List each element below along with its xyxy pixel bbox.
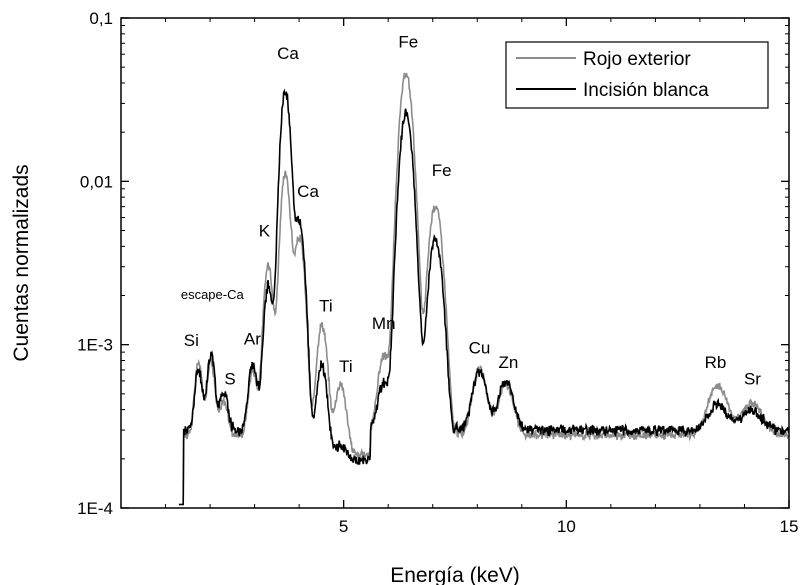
peak-label: K: [259, 221, 271, 240]
axis-ticks: 5 10 15 0,1 0,01 1E-3 1E-4: [77, 9, 798, 536]
plot-content: [178, 72, 790, 506]
series-line-rojo-exterior: [178, 72, 790, 506]
series-line-incision-blanca: [178, 88, 790, 506]
peak-label: escape-Ca: [181, 287, 245, 302]
plot-frame: [120, 17, 790, 509]
legend-label-rojo-exterior: Rojo exterior: [583, 49, 691, 70]
x-tick-label: 15: [780, 517, 799, 536]
x-axis-title: Energía (keV): [390, 564, 520, 585]
peak-label: Zn: [499, 353, 519, 372]
y-tick-label: 0,1: [89, 9, 113, 28]
peak-label: Fe: [398, 32, 418, 51]
y-axis-title: Cuentas normalizads: [10, 164, 33, 361]
x-tick-label: 10: [557, 517, 576, 536]
legend-box: [505, 41, 769, 109]
peak-label: Mn: [372, 314, 396, 333]
peak-label: Cu: [469, 339, 491, 358]
peak-label: Ar: [244, 330, 261, 349]
peak-label: Rb: [705, 353, 727, 372]
peak-label: Ca: [297, 182, 319, 201]
peak-label: Ca: [277, 44, 299, 63]
y-tick-label: 1E-4: [77, 499, 113, 518]
peak-label: Sr: [744, 370, 761, 389]
peak-label: S: [224, 370, 235, 389]
peak-label: Ti: [319, 296, 333, 315]
legend-label-incision-blanca: Incisión blanca: [583, 80, 709, 101]
x-tick-label: 5: [339, 517, 348, 536]
legend: Rojo exterior Incisión blanca: [505, 41, 769, 109]
y-tick-label: 1E-3: [77, 336, 113, 355]
peak-label: Fe: [432, 161, 452, 180]
y-tick-label: 0,01: [80, 172, 113, 191]
peak-label: Si: [184, 331, 199, 350]
peak-label: Ti: [339, 357, 353, 376]
peak-labels: Si escape-Ca S Ar K Ca Ca Ti Ti Mn Fe Fe Cu Zn Rb Sr: [181, 32, 761, 388]
